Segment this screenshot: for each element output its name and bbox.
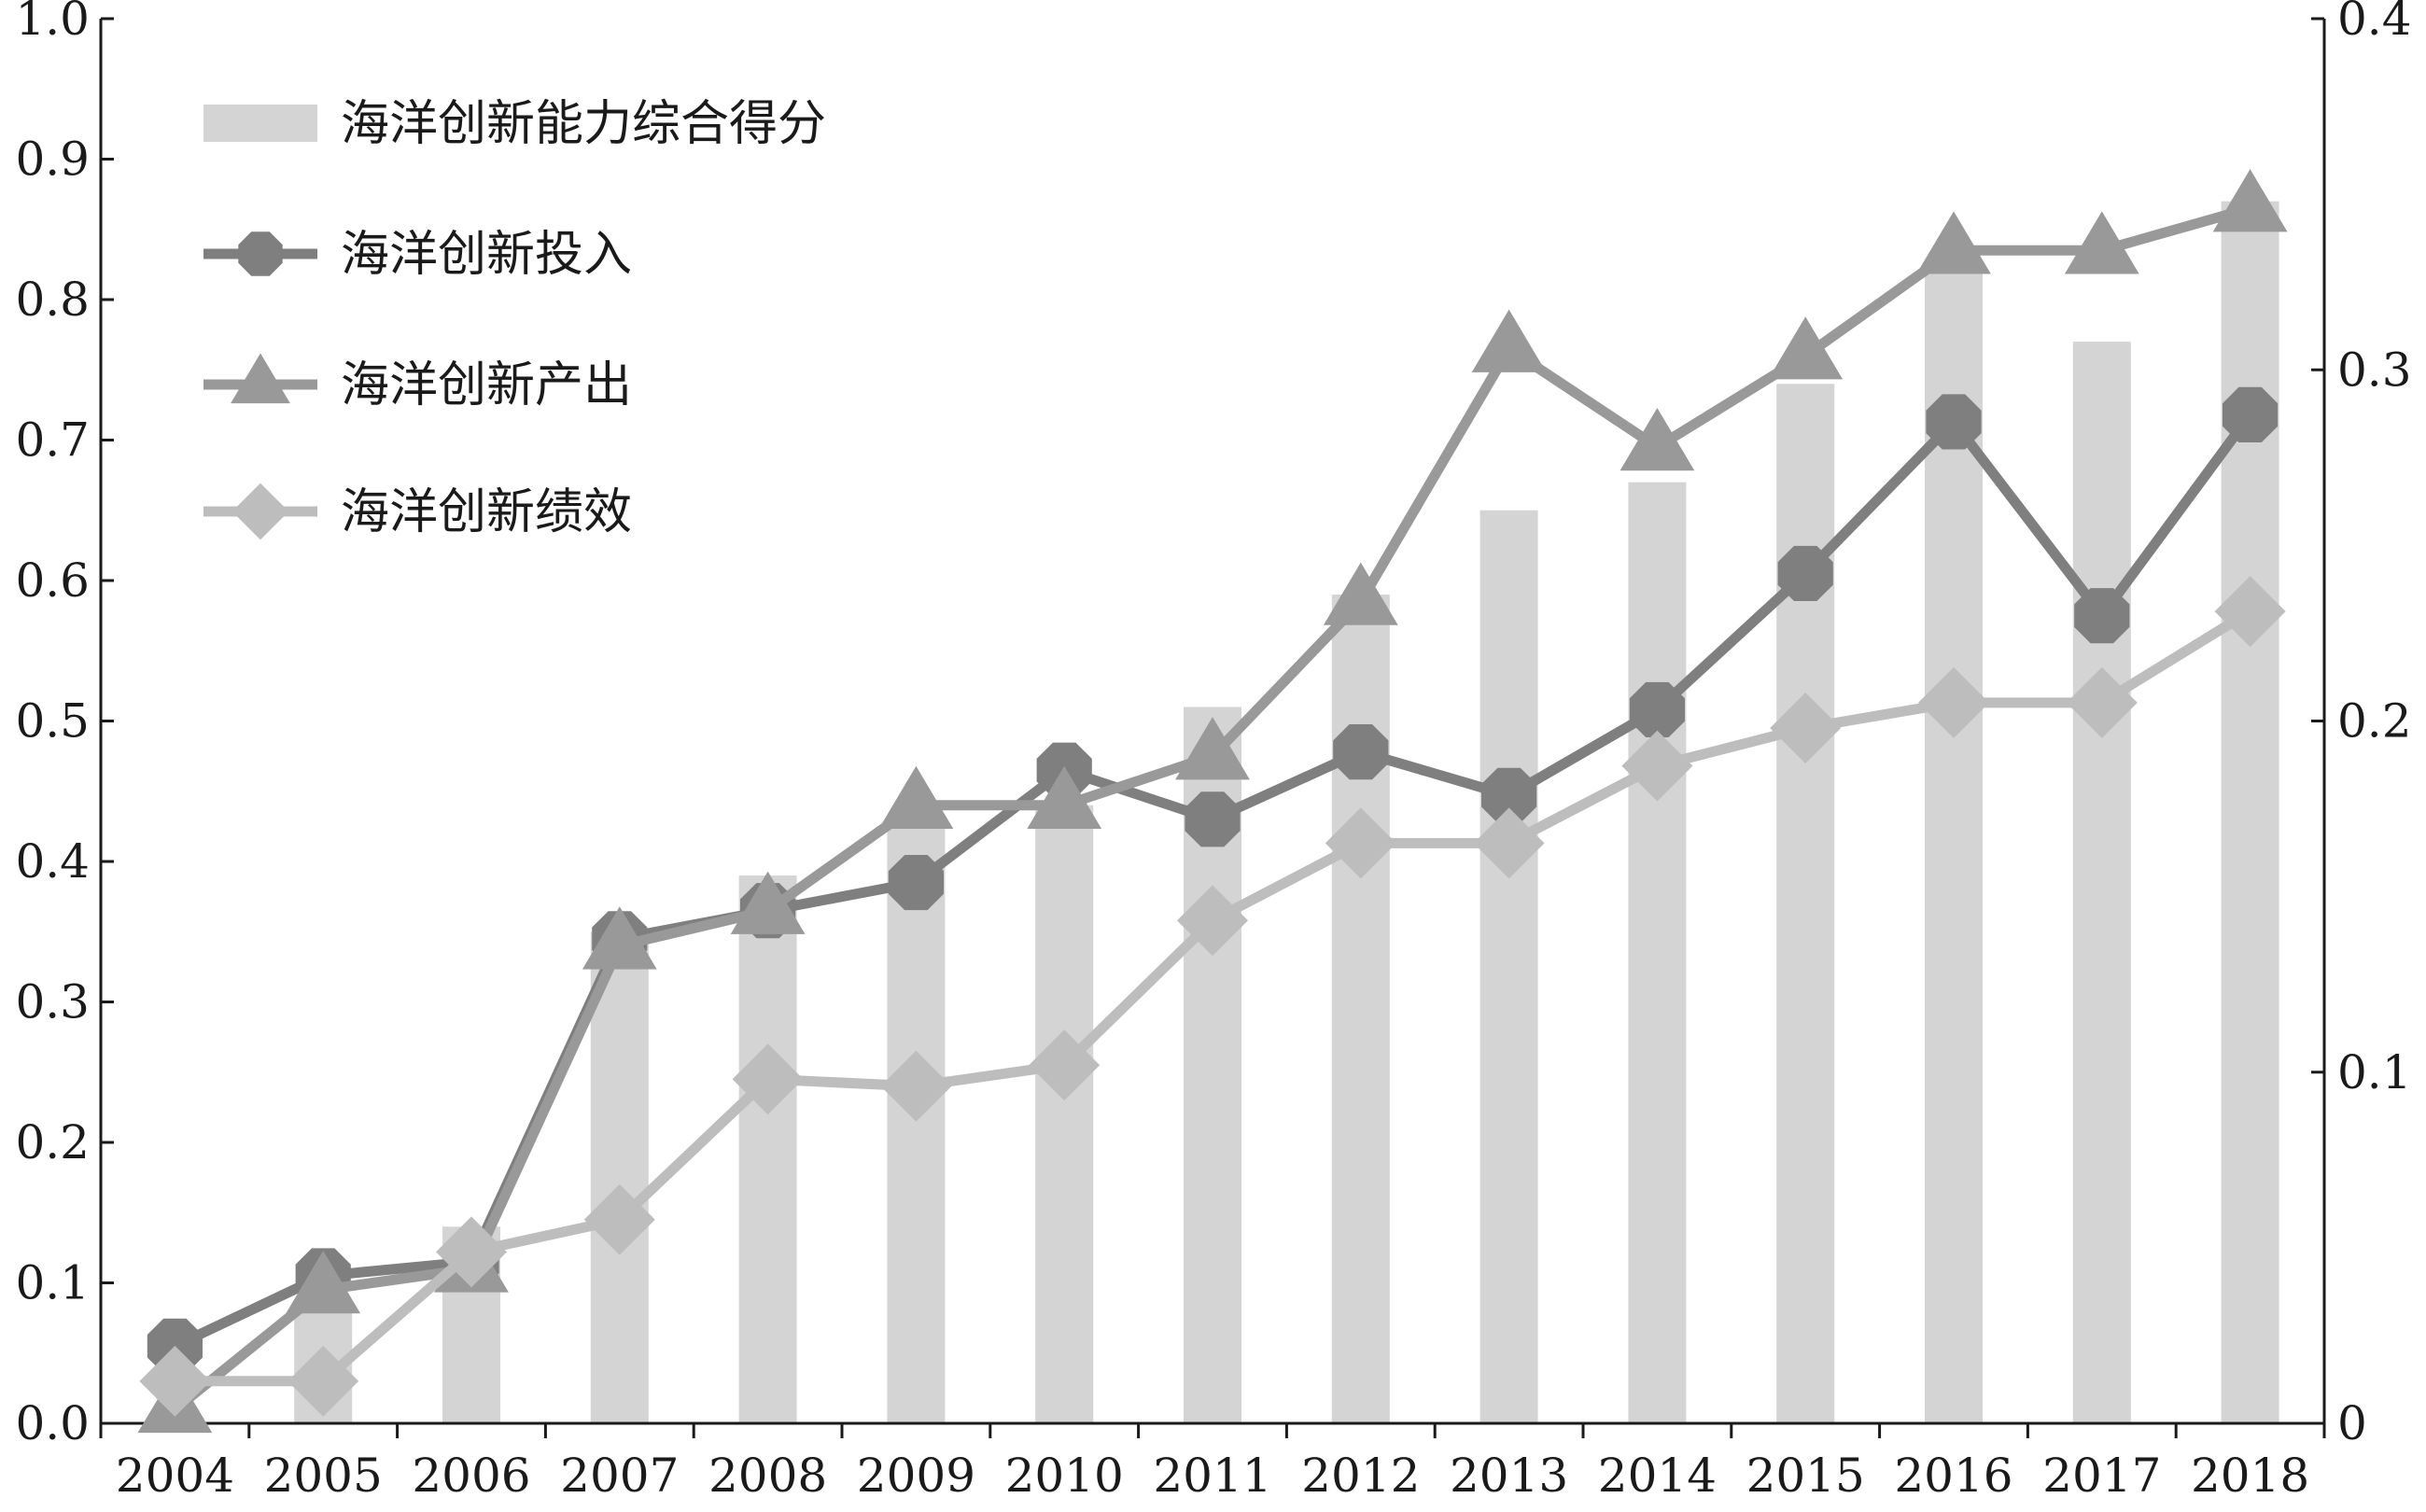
series-marker — [878, 765, 954, 829]
legend-label: 海洋创新产出 — [341, 357, 632, 413]
series-marker — [2223, 386, 2279, 442]
series-marker — [1926, 394, 1982, 450]
y-tick-label-left: 0.1 — [15, 1256, 90, 1310]
series-marker — [1325, 807, 1396, 879]
series-marker — [582, 906, 657, 970]
y-tick-label-left: 0.3 — [15, 975, 90, 1029]
series-marker — [436, 1216, 507, 1288]
bar — [590, 931, 649, 1423]
series-marker — [1777, 545, 1833, 601]
series-marker — [2212, 169, 2288, 232]
bar — [2072, 342, 2131, 1423]
series-marker — [1473, 807, 1545, 879]
legend-marker — [238, 231, 283, 276]
series-marker — [583, 1183, 655, 1255]
y-tick-label-right: 0 — [2337, 1396, 2367, 1450]
x-tick-label: 2010 — [1005, 1449, 1124, 1503]
series-marker — [732, 1043, 804, 1115]
x-tick-label: 2017 — [2042, 1449, 2161, 1503]
bar — [2221, 201, 2279, 1423]
series-marker — [1175, 717, 1250, 780]
series-marker — [139, 1345, 211, 1417]
series-marker — [888, 855, 944, 911]
x-tick-label: 2015 — [1746, 1449, 1865, 1503]
bar — [1331, 595, 1390, 1423]
y-tick-label-left: 0.8 — [15, 273, 90, 327]
series-marker — [287, 1345, 359, 1417]
x-tick-label: 2016 — [1894, 1449, 2012, 1503]
x-tick-label: 2009 — [857, 1449, 975, 1503]
series-marker — [1029, 1029, 1101, 1101]
series-marker — [1916, 211, 1991, 274]
series-marker — [286, 1251, 361, 1314]
y-tick-label-left: 1.0 — [15, 0, 90, 46]
y-tick-label-right: 0.1 — [2337, 1045, 2412, 1099]
series-marker — [1185, 791, 1241, 847]
series-marker — [1177, 885, 1248, 957]
series-marker — [1770, 693, 1842, 764]
y-tick-label-left: 0.4 — [15, 834, 90, 889]
series-marker — [1027, 765, 1102, 829]
x-tick-label: 2018 — [2191, 1449, 2309, 1503]
y-tick-label-right: 0.3 — [2337, 343, 2412, 397]
y-tick-label-right: 0.2 — [2337, 694, 2412, 749]
y-tick-label-left: 0.9 — [15, 133, 90, 187]
x-tick-label: 2005 — [264, 1449, 383, 1503]
bar — [1035, 805, 1094, 1423]
series-marker — [2214, 576, 2286, 648]
legend-label: 海洋创新投入 — [341, 227, 632, 283]
series-marker — [2074, 588, 2130, 644]
series-marker — [1621, 730, 1693, 802]
series-marker — [1918, 666, 1989, 738]
legend-marker — [231, 353, 290, 404]
series-marker — [1620, 408, 1695, 471]
x-tick-label: 2007 — [560, 1449, 679, 1503]
series-marker — [1629, 681, 1685, 737]
x-tick-label: 2004 — [116, 1449, 234, 1503]
series-marker — [1471, 309, 1547, 372]
y-tick-label-left: 0.2 — [15, 1115, 90, 1169]
y-tick-label-left: 0.6 — [15, 553, 90, 608]
y-tick-label-left: 0.0 — [15, 1396, 90, 1450]
series-marker — [1481, 767, 1537, 823]
y-tick-label-left: 0.7 — [15, 413, 90, 468]
x-tick-label: 2013 — [1450, 1449, 1568, 1503]
series-marker — [2064, 211, 2139, 274]
y-tick-label-right: 0.4 — [2337, 0, 2412, 46]
x-tick-label: 2008 — [708, 1449, 827, 1503]
series-marker — [730, 871, 806, 934]
series-marker — [1333, 724, 1389, 780]
y-tick-label-left: 0.5 — [15, 694, 90, 749]
x-tick-label: 2006 — [412, 1449, 530, 1503]
series-marker — [2066, 666, 2138, 738]
legend-swatch — [203, 105, 317, 142]
bar — [738, 875, 797, 1423]
bar — [1925, 271, 1983, 1423]
x-tick-label: 2012 — [1301, 1449, 1420, 1503]
series-marker — [880, 1050, 952, 1122]
x-tick-label: 2011 — [1153, 1449, 1271, 1503]
x-tick-label: 2014 — [1598, 1449, 1717, 1503]
bar — [1776, 384, 1835, 1423]
series-marker — [1323, 562, 1398, 625]
legend-marker — [231, 483, 289, 540]
legend-label: 海洋创新能力综合得分 — [341, 96, 826, 152]
bar — [1479, 510, 1538, 1423]
series-marker — [1768, 316, 1844, 380]
legend-label: 海洋创新绩效 — [341, 484, 632, 540]
bar — [1628, 482, 1687, 1423]
